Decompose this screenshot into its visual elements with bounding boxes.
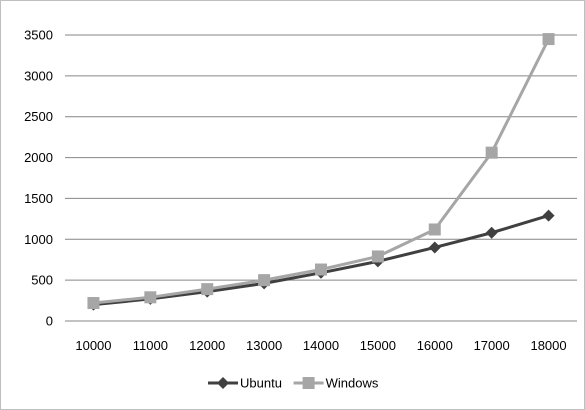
legend-marker <box>302 377 315 389</box>
data-point <box>485 146 498 159</box>
x-tick-label: 17000 <box>474 338 510 353</box>
y-tick-label: 1500 <box>24 191 53 206</box>
y-axis-ticks: 0 500 1000 1500 2000 2500 3000 3500 <box>24 28 53 329</box>
x-tick-label: 11000 <box>133 338 168 353</box>
x-tick-label: 14000 <box>303 338 339 353</box>
series-windows <box>87 33 555 310</box>
data-point <box>542 33 555 46</box>
y-tick-label: 2000 <box>24 150 53 165</box>
legend-label: Ubuntu <box>240 376 282 391</box>
grid-lines <box>65 34 577 281</box>
series-line <box>93 38 550 305</box>
legend-label: Windows <box>326 376 379 391</box>
x-tick-label: 15000 <box>360 338 396 353</box>
legend-item-windows: Windows <box>293 376 379 391</box>
x-tick-label: 18000 <box>530 338 566 353</box>
y-tick-label: 2500 <box>24 109 53 124</box>
y-tick-label: 1000 <box>24 232 53 247</box>
legend-marker <box>217 377 229 389</box>
x-axis-ticks: 10000 11000 12000 13000 14000 15000 16000 17000… <box>75 338 566 353</box>
data-point <box>144 291 157 304</box>
y-tick-label: 3000 <box>24 68 53 83</box>
y-tick-label: 3500 <box>24 28 53 43</box>
x-tick-label: 12000 <box>189 338 225 353</box>
data-point <box>542 209 555 222</box>
x-tick-label: 16000 <box>417 338 453 353</box>
data-point <box>485 226 498 239</box>
legend: Ubuntu Windows <box>208 376 379 391</box>
legend-item-ubuntu: Ubuntu <box>208 376 282 391</box>
data-point <box>371 250 384 263</box>
series-line <box>93 214 549 307</box>
data-point <box>428 241 441 254</box>
y-tick-label: 500 <box>31 273 53 288</box>
data-point <box>87 297 100 310</box>
data-point <box>201 283 214 296</box>
data-point <box>315 263 327 276</box>
x-tick-label: 10000 <box>75 338 111 353</box>
series-group <box>87 33 555 311</box>
data-point <box>428 223 441 236</box>
x-tick-label: 13000 <box>246 338 282 353</box>
y-tick-label: 0 <box>46 314 53 329</box>
data-point <box>258 274 271 287</box>
